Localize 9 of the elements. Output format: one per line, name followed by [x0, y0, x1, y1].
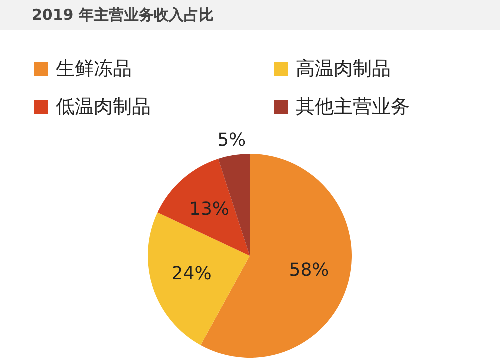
legend-label: 生鲜冻品: [56, 57, 132, 82]
legend-label: 高温肉制品: [296, 57, 391, 82]
chart-title: 2019 年主营业务收入占比: [0, 0, 500, 30]
data-label: 13%: [190, 198, 230, 220]
data-label: 58%: [289, 260, 330, 281]
data-label: 24%: [172, 264, 212, 285]
legend-label: 低温肉制品: [56, 95, 151, 120]
data-label: 5%: [218, 130, 246, 152]
legend-label: 其他主营业务: [296, 95, 410, 120]
